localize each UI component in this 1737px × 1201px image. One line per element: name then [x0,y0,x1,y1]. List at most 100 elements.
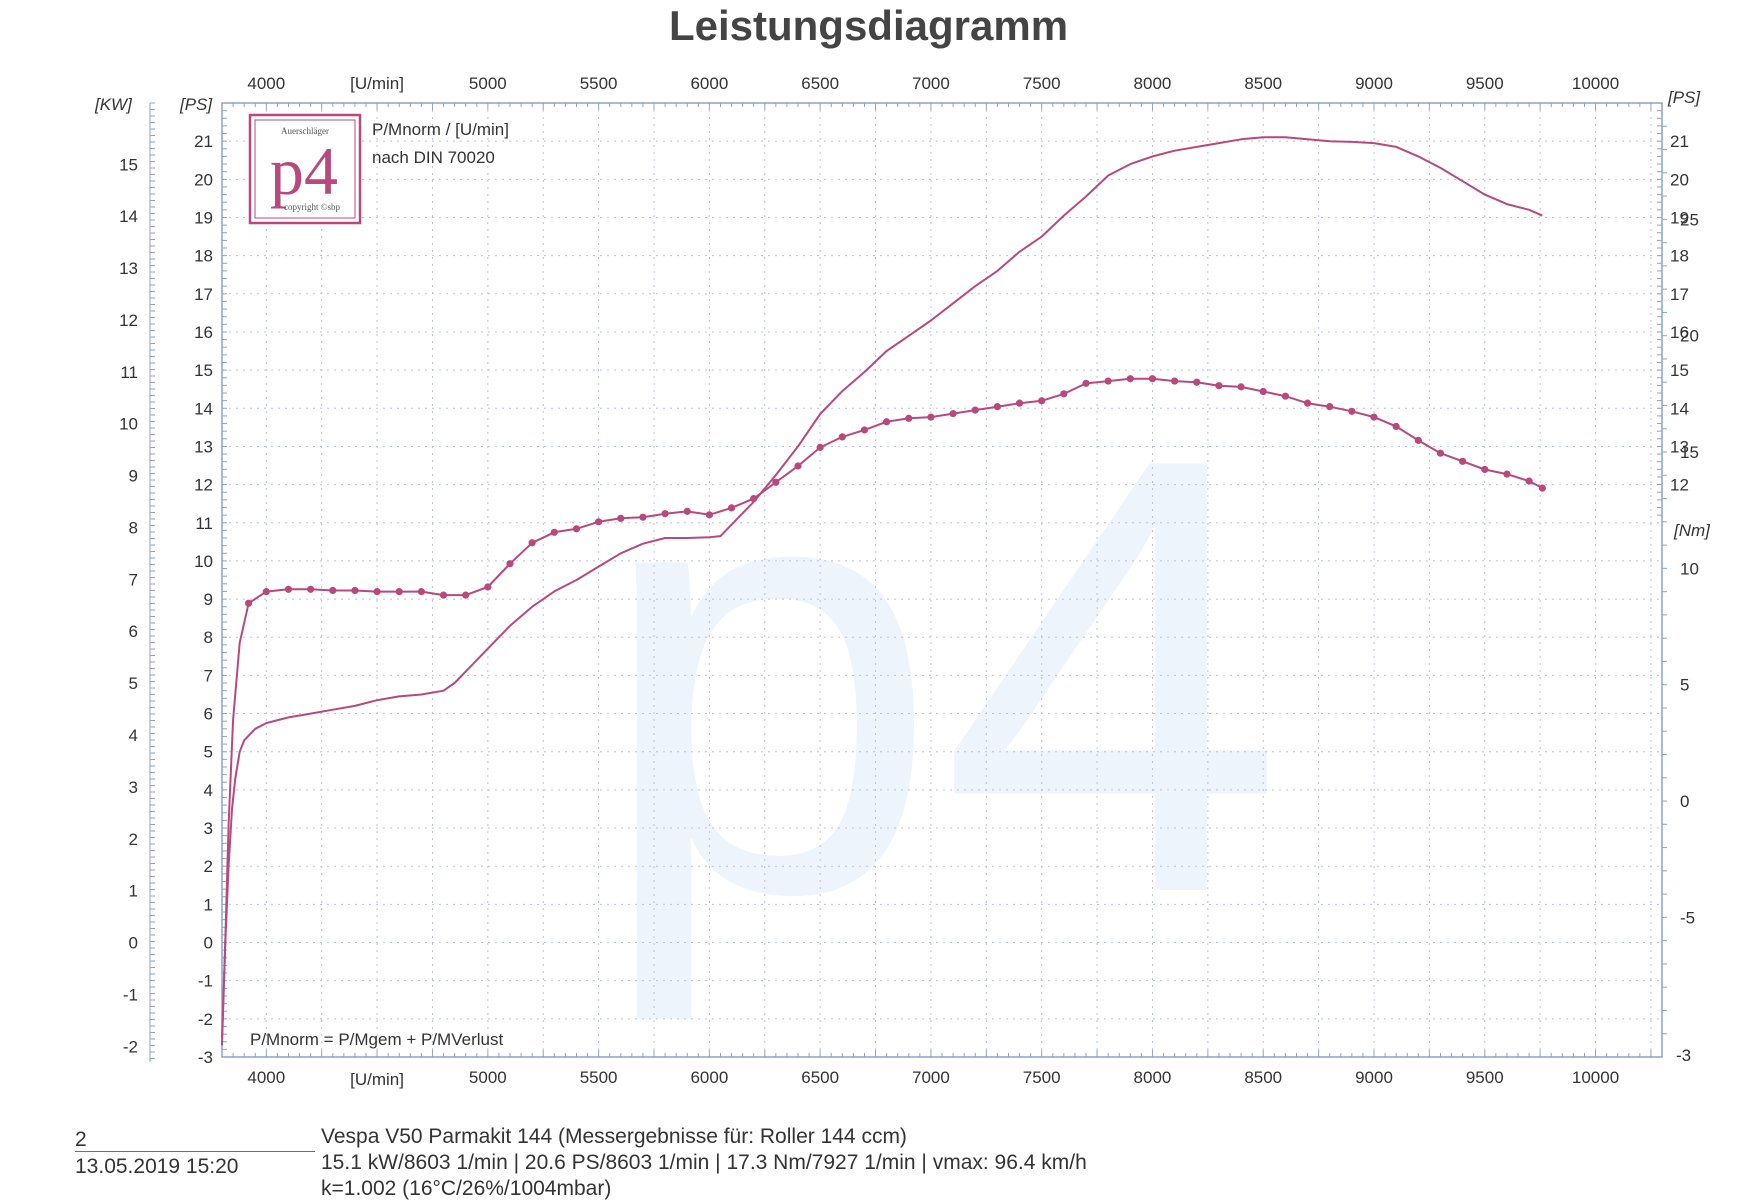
ps-tick-label: -2 [198,1010,213,1029]
nm-axis-bottom-label: -3 [1676,1046,1691,1065]
legend-line-2: nach DIN 70020 [372,148,495,167]
kw-tick-label: 0 [129,934,138,953]
x-tick-label-top: 5000 [469,74,507,93]
torque-data-point [1414,436,1422,444]
x-tick-label-top: 7500 [1023,74,1061,93]
x-tick-label-bottom: 7500 [1023,1068,1061,1087]
ps-tick-label: 15 [194,361,213,380]
torque-data-point [661,510,669,518]
series-layer [221,136,1546,1046]
torque-data-point [949,410,957,418]
run-number: 2 [75,1128,87,1151]
torque-data-point [816,443,824,451]
ps-tick-label: 6 [204,705,213,724]
kw-tick-label: 7 [129,570,138,589]
kw-tick-label: -1 [123,985,138,1004]
torque-data-point [329,586,337,595]
watermark-text: p4 [595,330,1285,1026]
torque-data-point [1237,383,1245,391]
torque-data-point [993,403,1001,411]
chart-title: Leistungsdiagramm [668,2,1069,49]
grid-layer [222,103,1662,1058]
ps-tick-label: 21 [194,132,213,151]
ps-right-tick-label: 18 [1670,247,1689,266]
kw-axis-unit: [KW] [94,95,133,114]
ps-tick-label: 3 [204,819,213,838]
legend: P/Mnorm / [U/min] nach DIN 70020 P/Mnorm =… [250,120,509,1049]
x-unit-label-bottom: [U/min] [350,1070,404,1089]
nm-tick-label: 15 [1680,443,1699,462]
tick-label-layer: 4000400050005000550055006000600065006500… [94,74,1711,1089]
date-time: 13.05.2019 15:20 [75,1155,239,1178]
x-tick-label-bottom: 10000 [1572,1068,1619,1087]
ps-tick-label: 1 [204,895,213,914]
logo-frame [248,113,362,225]
torque-data-point [1481,465,1489,474]
torque-data-point [727,504,736,512]
torque-data-point [1038,397,1046,405]
torque-data-point [1436,449,1445,457]
ps-tick-label: 5 [204,743,213,762]
ps-tick-label: 20 [194,170,213,189]
power-curve [221,136,1543,1038]
torque-data-point [1148,375,1157,383]
kw-tick-label: 5 [129,674,138,693]
ps-tick-label: 17 [194,285,213,304]
torque-data-point [506,560,514,568]
torque-data-point [927,413,935,421]
torque-data-point [1126,375,1134,383]
ps-tick-label: 12 [194,476,213,495]
ps-right-tick-label: 16 [1670,323,1689,342]
x-tick-label-bottom: 6000 [690,1068,728,1087]
kw-tick-label: 8 [129,518,138,537]
torque-data-point [1171,377,1179,385]
torque-data-point [484,583,492,591]
ps-right-tick-label: 17 [1670,285,1689,304]
torque-data-point [528,539,536,547]
x-tick-label-bottom: 9500 [1466,1068,1504,1087]
torque-data-point [683,507,691,515]
nm-tick-label: 25 [1680,210,1699,229]
ps-tick-label: -1 [198,972,213,991]
x-tick-label-bottom: 4000 [247,1068,285,1087]
nm-tick-label: 20 [1680,327,1699,346]
torque-data-point [1281,392,1289,400]
kw-tick-label: 6 [129,622,138,641]
ps-right-tick-label: 21 [1670,132,1689,151]
ps-axis-unit: [PS] [179,95,213,114]
torque-data-point [284,585,293,593]
torque-data-point [550,528,558,536]
kw-tick-label: 4 [129,726,138,745]
torque-data-point [417,588,425,596]
ps-tick-label: 16 [194,323,213,342]
x-unit-label-top: [U/min] [350,74,404,93]
x-tick-label-bottom: 5000 [469,1068,507,1087]
x-tick-label-bottom: 5500 [580,1068,618,1087]
torque-data-point [439,591,448,599]
torque-data-point [1104,377,1112,385]
kw-tick-label: 9 [129,467,138,486]
ps-right-tick-label: 19 [1670,208,1689,227]
nm-tick-label: 10 [1680,559,1699,578]
torque-data-point [1538,484,1546,492]
kw-tick-label: 3 [129,778,138,797]
torque-data-point [772,478,780,486]
ps-tick-label: 14 [194,399,213,418]
x-tick-label-top: 4000 [247,74,285,93]
torque-data-point [307,585,315,593]
ps-right-tick-label: 15 [1670,361,1689,380]
torque-data-point [1015,399,1024,407]
kw-tick-label: 13 [119,259,138,278]
ps-right-tick-label: 12 [1670,476,1689,495]
ps-tick-label: 19 [194,208,213,227]
torque-data-point [572,525,581,533]
logo-top-text: Auerschläger [281,126,329,136]
torque-data-point [860,426,869,434]
kw-tick-label: 1 [129,882,138,901]
torque-data-point [462,591,470,599]
torque-data-point [1259,387,1267,396]
x-tick-label-top: 10000 [1572,74,1619,93]
ps-right-axis-unit: [PS] [1667,88,1701,107]
torque-data-point [351,586,359,595]
torque-data-point [1326,403,1334,411]
